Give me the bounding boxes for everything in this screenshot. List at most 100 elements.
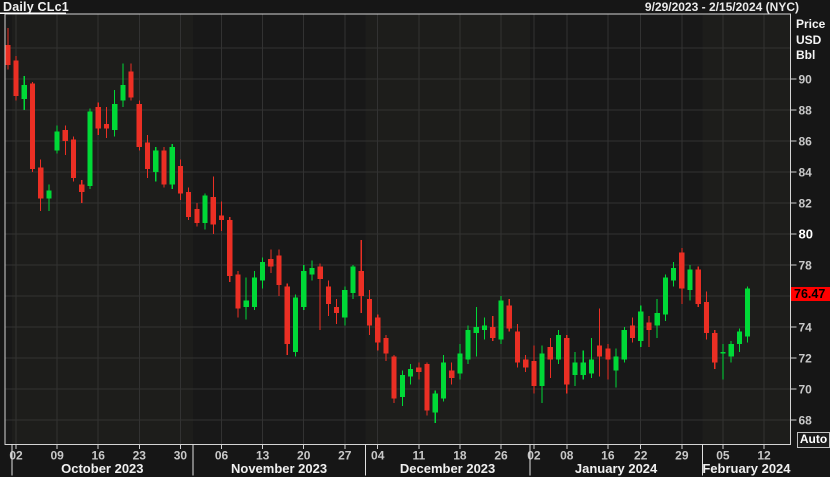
price-tick-label: 78 (799, 259, 813, 273)
candle-down (629, 325, 636, 338)
week-tick-label: 08 (560, 449, 574, 463)
candle-down (334, 306, 340, 314)
candle-down (416, 367, 422, 372)
candle-up (613, 356, 619, 371)
candle-up (465, 330, 471, 360)
plot-border (4, 13, 791, 445)
week-tick-label: 27 (338, 449, 352, 463)
title-underline (0, 12, 66, 14)
week-tick-label: 05 (716, 449, 730, 463)
price-tick-label: 84 (799, 166, 813, 180)
candle-down (29, 83, 36, 169)
unit-line-price: Price (796, 17, 826, 31)
candle-up (87, 111, 93, 186)
candle-up (588, 359, 595, 374)
price-tick-label: 70 (799, 383, 813, 397)
candle-up (309, 268, 315, 275)
candle-down (531, 361, 537, 386)
candle-up (638, 311, 644, 341)
candle-down (186, 192, 192, 217)
month-label: January 2024 (575, 461, 658, 476)
candle-up (621, 330, 627, 360)
candle-up (112, 103, 118, 131)
candle-up (555, 334, 562, 360)
unit-line-usd: USD (796, 32, 822, 47)
month-label: February 2024 (702, 461, 791, 476)
candle-down (210, 196, 216, 225)
candle-up (342, 289, 348, 318)
candle-down (391, 356, 397, 399)
candle-down (177, 165, 184, 194)
candle-up (169, 147, 175, 185)
candle-up (687, 269, 693, 290)
candle-down (194, 209, 200, 224)
chart-title: Daily CLc1 (3, 0, 69, 14)
candle-up (399, 375, 405, 397)
candle-up (46, 190, 52, 199)
price-tick-label: 72 (799, 352, 813, 366)
candle-up (736, 331, 742, 345)
candle-down (95, 106, 101, 129)
candle-up (251, 277, 257, 307)
candle-up (350, 266, 356, 293)
candle-down (103, 123, 110, 129)
candle-down (449, 370, 455, 379)
candle-down (358, 271, 364, 296)
week-tick-label: 12 (757, 449, 771, 463)
price-tick-label: 82 (799, 197, 813, 211)
candle-up (745, 288, 751, 337)
candle-down (366, 299, 373, 326)
week-tick-label: 09 (50, 449, 64, 463)
month-label: October 2023 (61, 461, 143, 476)
candle-up (539, 353, 545, 386)
candle-up (580, 362, 586, 376)
candle-down (506, 305, 512, 329)
candle-down (268, 258, 274, 267)
candle-down (325, 286, 331, 304)
price-tick-label: 80 (799, 227, 813, 242)
week-tick-label: 23 (133, 449, 147, 463)
candle-down (70, 139, 77, 179)
candle-up (457, 353, 463, 374)
candle-up (572, 362, 578, 376)
candle-down (547, 347, 553, 360)
candle-down (695, 269, 701, 304)
candle-down (564, 337, 570, 385)
candle-up (21, 85, 27, 100)
candle-down (605, 348, 611, 360)
candle-up (671, 268, 677, 281)
candle-down (375, 317, 381, 343)
candle-up (120, 85, 126, 101)
candle-up (654, 313, 660, 326)
candle-up (260, 261, 266, 281)
candle-up (54, 131, 60, 151)
candle-down (514, 331, 521, 363)
week-tick-label: 02 (527, 449, 541, 463)
week-tick-label: 18 (453, 449, 467, 463)
month-band (702, 14, 791, 445)
price-axis-unit-label: Price USD Bbl (796, 17, 825, 64)
candle-up (432, 393, 438, 413)
candle-down (235, 274, 241, 309)
candle-up (728, 344, 734, 357)
candle-up (440, 362, 447, 399)
week-tick-label: 02 (9, 449, 23, 463)
candle-up (498, 300, 504, 340)
candle-down (218, 215, 225, 221)
price-tick-label: 74 (799, 321, 813, 335)
candle-up (473, 327, 479, 334)
date-range-label: 9/29/2023 - 2/15/2024 (NYC) (644, 0, 799, 14)
last-price-badge: 76.47 (791, 287, 830, 301)
candle-down (5, 44, 11, 66)
auto-scale-button[interactable]: Auto (797, 432, 830, 448)
price-tick-label: 88 (799, 104, 813, 118)
candle-down (276, 255, 282, 286)
month-label: November 2023 (231, 461, 327, 476)
candle-down (62, 130, 68, 141)
month-band (11, 14, 193, 445)
candle-down (679, 252, 685, 289)
month-label: December 2023 (400, 461, 495, 476)
price-tick-label: 68 (799, 414, 813, 428)
candle-down (136, 103, 142, 148)
